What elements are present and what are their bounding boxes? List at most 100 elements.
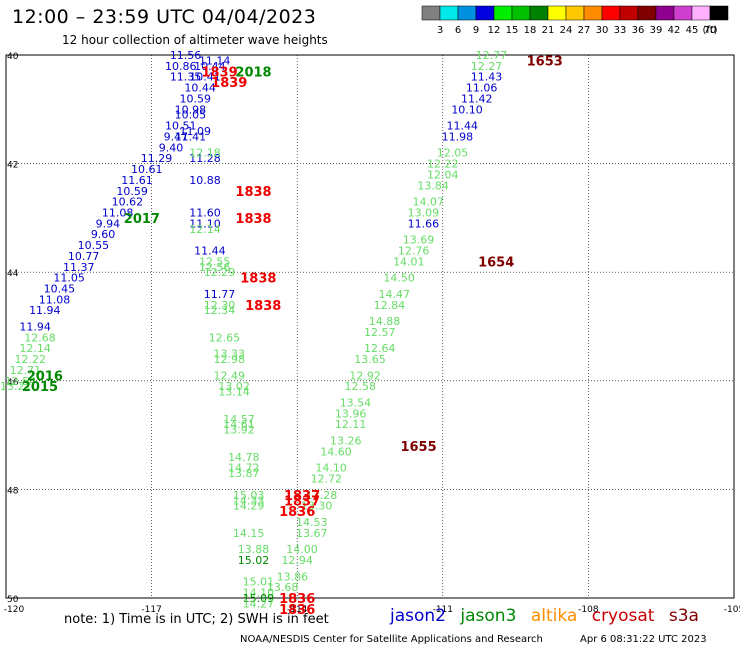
wave-height-value: 10.41 xyxy=(189,71,221,84)
x-tick-label: -120 xyxy=(4,605,25,615)
wave-height-value: 14.00 xyxy=(286,543,318,556)
wave-height-value: 11.41 xyxy=(175,130,207,143)
colorbar-tick: 3 xyxy=(437,25,443,36)
wave-height-value: 11.29 xyxy=(141,152,173,165)
wave-height-value: 10.61 xyxy=(131,163,163,176)
wave-height-value: 12.29 xyxy=(204,266,236,279)
colorbar-tick: 21 xyxy=(542,25,555,36)
wave-height-value: 11.14 xyxy=(199,54,231,67)
wave-height-value: 11.56 xyxy=(170,49,202,62)
wave-height-value: 14.60 xyxy=(320,445,352,458)
x-tick-label: -114 xyxy=(287,605,308,615)
x-tick-label: -108 xyxy=(578,605,599,615)
y-tick-label: 44 xyxy=(7,269,19,279)
wave-height-value: 13.21 xyxy=(0,380,31,393)
colorbar-tick: 36 xyxy=(632,25,645,36)
colorbar-tick: 15 xyxy=(506,25,519,36)
wave-height-value: 10.10 xyxy=(451,103,483,116)
wave-height-value: 12.30 xyxy=(204,299,236,312)
wave-height-value: 15.02 xyxy=(238,554,270,567)
wave-height-value: 11.05 xyxy=(53,272,85,285)
wave-height-value: 9.94 xyxy=(96,217,121,230)
wave-height-value: 12.49 xyxy=(214,369,246,382)
wave-height-value: 13.28 xyxy=(306,489,338,502)
wave-height-value: 13.92 xyxy=(223,424,255,437)
wave-height-value: 12.04 xyxy=(427,168,459,181)
wave-height-value: 13.33 xyxy=(214,348,246,361)
plot-frame xyxy=(5,54,735,599)
wave-height-value: 12.22 xyxy=(15,353,47,366)
y-tick-label: 48 xyxy=(7,486,19,496)
wave-height-value: 12.72 xyxy=(311,473,343,486)
chart-subtitle: 12 hour collection of altimeter wave hei… xyxy=(62,33,328,47)
wave-height-value: 10.44 xyxy=(184,82,216,95)
wave-height-value: 10.51 xyxy=(165,120,197,133)
wave-height-value: 11.28 xyxy=(189,152,221,165)
colorbar-tick: 45 xyxy=(686,25,699,36)
wave-height-value: 13.09 xyxy=(408,206,440,219)
wave-height-value: 12.14 xyxy=(19,342,51,355)
wave-height-value: 12.11 xyxy=(335,418,367,431)
y-tick-label: 42 xyxy=(7,161,18,171)
colorbar-tick: 39 xyxy=(650,25,663,36)
colorbar-tick: 33 xyxy=(614,25,627,36)
wave-height-value: 12.98 xyxy=(214,353,246,366)
pass-time-label: 1838 xyxy=(235,212,271,227)
pass-time-label: 2016 xyxy=(27,369,63,384)
wave-height-value: 12.94 xyxy=(281,554,313,567)
wave-height-value: 13.87 xyxy=(228,467,260,480)
wave-height-value: 15.01 xyxy=(243,576,275,589)
pass-time-label: 1655 xyxy=(400,440,436,455)
pass-time-label: 1654 xyxy=(478,255,514,270)
wave-height-value: 9.60 xyxy=(91,228,116,241)
wave-height-value: 12.27 xyxy=(471,60,503,73)
wave-height-value: 13.65 xyxy=(354,353,386,366)
wave-height-value: 9.47 xyxy=(164,130,189,143)
colorbar-tick: 70 xyxy=(704,25,717,36)
wave-height-value: 11.77 xyxy=(204,288,236,301)
wave-height-value: 10.55 xyxy=(78,239,110,252)
wave-height-value: 14.61 xyxy=(223,418,255,431)
pass-time-label: 1836 xyxy=(279,603,315,618)
wave-height-value: 12.18 xyxy=(189,147,221,160)
wave-height-value: 13.69 xyxy=(403,234,435,247)
colorbar-swatch xyxy=(709,5,729,21)
wave-height-value: 13.02 xyxy=(218,380,250,393)
wave-height-value: 11.37 xyxy=(63,261,95,274)
chart-title: 12:00 – 23:59 UTC 04/04/2023 xyxy=(12,6,317,28)
wave-height-value: 12.54 xyxy=(5,375,37,388)
wave-height-value: 13.14 xyxy=(218,386,250,399)
wave-height-value: 12.55 xyxy=(199,255,231,268)
legend-jason2: jason2 xyxy=(390,606,446,626)
colorbar-tick: 30 xyxy=(596,25,609,36)
wave-height-value: 13.86 xyxy=(277,570,309,583)
colorbar-tick: 27 xyxy=(578,25,591,36)
wave-height-value: 11.44 xyxy=(446,120,478,133)
wave-height-value: 10.45 xyxy=(44,282,76,295)
pass-time-label: 1836 xyxy=(279,505,315,520)
colorbar-tick: 18 xyxy=(524,25,537,36)
wave-height-value: 12.92 xyxy=(349,369,381,382)
wave-height-value: 13.67 xyxy=(296,527,328,540)
colorbar-tick: (ft) xyxy=(702,25,717,36)
wave-height-value: 12.64 xyxy=(364,342,396,355)
colorbar-tick: 6 xyxy=(455,25,461,36)
wave-height-value: 10.98 xyxy=(175,103,207,116)
wave-height-value: 13.68 xyxy=(267,581,299,594)
wave-height-value: 14.27 xyxy=(243,597,275,610)
wave-height-value: 13.26 xyxy=(330,435,362,448)
wave-height-value: 10.77 xyxy=(68,250,100,263)
pass-time-label: 1836 xyxy=(279,592,315,607)
wave-height-value: 14.53 xyxy=(296,516,328,529)
wave-height-value: 14.07 xyxy=(412,196,444,209)
wave-height-value: 15.09 xyxy=(243,592,275,605)
wave-height-value: 13.54 xyxy=(340,397,372,410)
wave-height-value: 14.15 xyxy=(233,527,265,540)
wave-height-value: 11.98 xyxy=(442,130,474,143)
wave-height-value: 12.57 xyxy=(364,326,396,339)
wave-height-value: 10.88 xyxy=(189,174,221,187)
wave-height-value: 14.78 xyxy=(228,451,260,464)
wave-height-value: 12.68 xyxy=(24,331,56,344)
wave-height-value: 10.86 xyxy=(165,60,197,73)
wave-height-value: 11.08 xyxy=(102,206,134,219)
